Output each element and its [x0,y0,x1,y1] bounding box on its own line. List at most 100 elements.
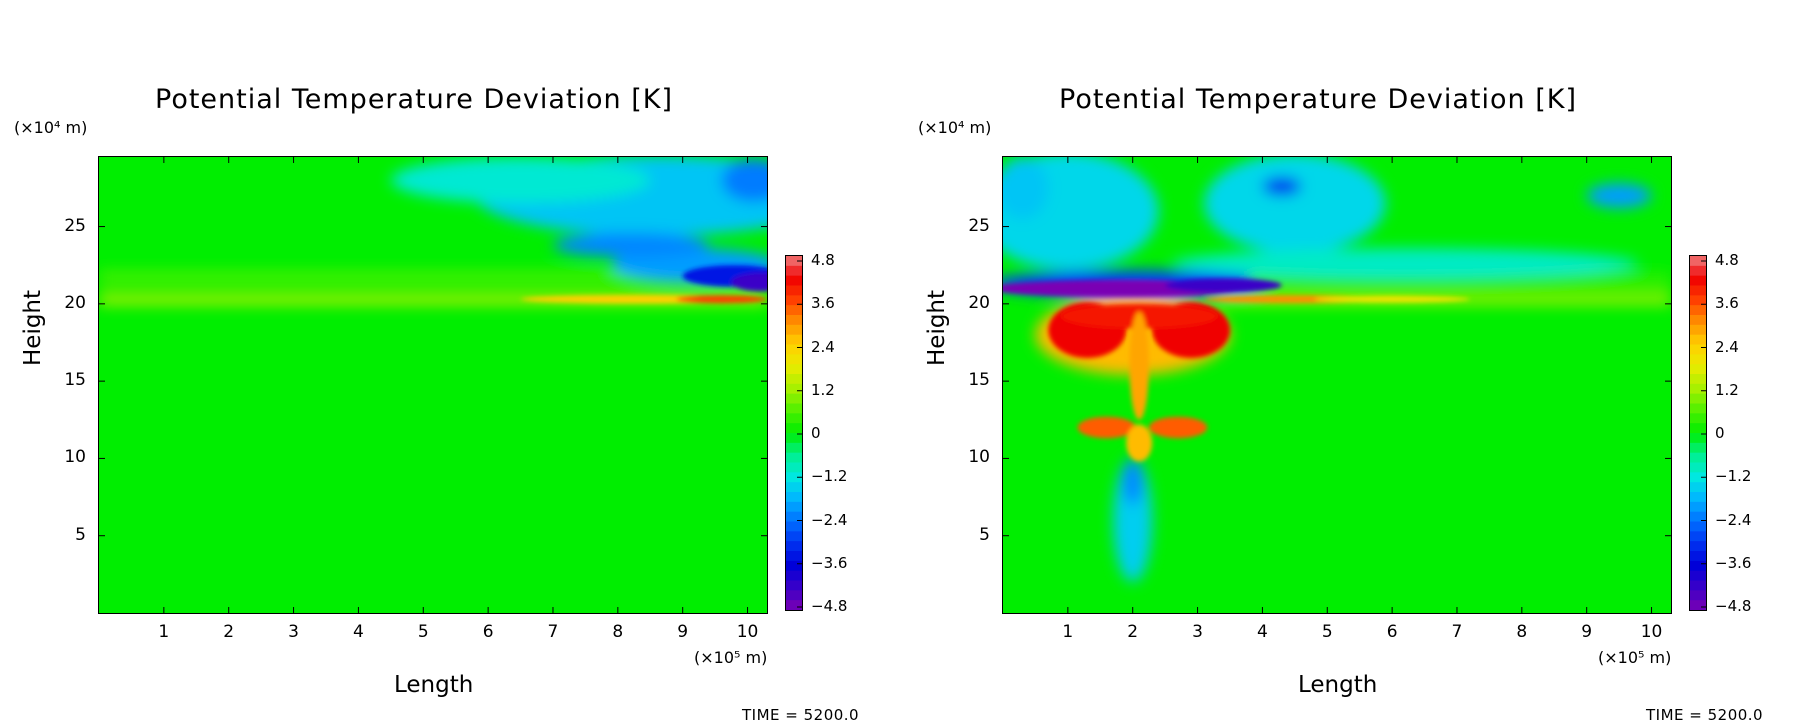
colorbar-swatch [1690,551,1706,562]
left-panel: Potential Temperature Deviation [K] (×10… [14,84,860,724]
colorbar-swatch [786,315,802,326]
colorbar-swatch [786,354,802,365]
heatmap-plot-left [98,156,768,614]
x-tick-label: 6 [1386,622,1398,642]
y-unit-label: (×10⁴ m) [14,118,88,137]
y-tick-label: 5 [75,524,86,545]
y-tick-label: 25 [64,215,86,236]
colorbar-swatch [786,334,802,345]
x-tick-label: 10 [1640,622,1663,642]
x-tick-label: 9 [677,622,689,642]
colorbar [785,255,803,611]
chart-title: Potential Temperature Deviation [K] [1059,84,1577,115]
colorbar-swatch [786,423,802,434]
colorbar-swatch [786,324,802,336]
colorbar-swatch [1690,452,1706,463]
x-tick-label: 2 [223,622,235,642]
colorbar-swatch [1690,501,1706,513]
cold-region-west [390,157,651,204]
heatmap-right [1003,157,1671,613]
colorbar-swatch [786,472,802,483]
x-tick-label: 1 [158,622,170,642]
colorbar-swatch [786,256,802,267]
cold-wing-edge [1003,157,1049,219]
colorbar-tick-label: −1.2 [811,467,848,486]
colorbar-swatch [786,570,802,581]
time-annotation: TIME = 5200.0 [742,706,860,724]
x-axis-label: Length [1298,672,1378,698]
colorbar-swatch [1690,482,1706,493]
y-unit-label: (×10⁴ m) [918,118,992,137]
colorbar-swatch [1690,531,1706,542]
colorbar-swatch [786,413,802,424]
colorbar-swatch [1690,374,1706,385]
x-unit-label: (×10⁵ m) [1598,648,1672,667]
y-axis-label: Height [924,289,950,366]
colorbar-swatch [1690,570,1706,581]
warm-layer-peak [676,295,767,304]
y-tick-label: 10 [64,447,86,468]
warm-blob-center [1126,424,1153,462]
colorbar-swatch [786,433,802,444]
colorbar [1689,255,1707,611]
colorbar-swatch [1690,344,1706,355]
mushroom-stem [1129,311,1149,420]
colorbar-swatch [786,393,802,404]
colorbar-swatch [786,560,802,572]
colorbar-swatch [1690,354,1706,365]
colorbar-swatch [1690,393,1706,404]
x-tick-label: 8 [612,622,624,642]
colorbar-swatch [1690,590,1706,601]
colorbar-tick-label: 3.6 [811,294,835,313]
colorbar-swatch [786,295,802,306]
x-tick-label: 4 [352,622,364,642]
colorbar-swatch [786,551,802,562]
colorbar-swatch [786,541,802,552]
colorbar-swatch [1690,413,1706,424]
colorbar-swatch [1690,334,1706,345]
warm-blob-right [1148,416,1208,439]
colorbar-swatch [786,452,802,463]
colorbar-swatch [1690,521,1706,532]
colorbar-swatch [1690,256,1706,267]
colorbar-swatch [1690,580,1706,591]
y-tick-label: 15 [968,370,990,391]
y-axis-label: Height [20,289,46,366]
colorbar-swatch [1690,324,1706,336]
colorbar-swatch [1690,472,1706,483]
x-tick-label: 5 [1321,622,1333,642]
colorbar-swatch [1690,364,1706,375]
colorbar-tick-label: 1.2 [811,380,835,399]
colorbar-tick-label: 2.4 [1715,337,1739,356]
colorbar-swatch [1690,305,1706,316]
right-panel: Potential Temperature Deviation [K] (×10… [904,0,1808,724]
x-tick-label: 1 [1062,622,1074,642]
cold-spot-1 [1262,177,1302,196]
y-tick-label: 10 [968,447,990,468]
warm-blob-left [1077,416,1136,439]
colorbar-tick-label: 3.6 [1715,294,1739,313]
colorbar-tick-label: 4.8 [811,251,835,269]
colorbar-swatch [786,285,802,296]
cold-spot-2 [1586,183,1652,209]
colorbar-swatch [786,305,802,316]
colorbar-swatch [786,374,802,385]
colorbar-swatch [1690,511,1706,522]
x-tick-label: 5 [417,622,429,642]
x-tick-label: 9 [1581,622,1593,642]
colorbar-swatch [786,462,802,473]
colorbar-swatch [1690,462,1706,473]
chart-title: Potential Temperature Deviation [K] [155,84,673,115]
cold-plume [1113,458,1153,583]
colorbar-tick-label: 0 [811,424,821,442]
cold-plume-core [1122,458,1143,505]
colorbar-swatch [786,492,802,503]
colorbar-swatch [786,501,802,513]
colorbar-tick-label: −1.2 [1715,467,1752,486]
colorbar-swatch [1690,492,1706,503]
colorbar-swatch [1690,315,1706,326]
upper-layer [99,269,767,286]
colorbar-swatch [1690,541,1706,552]
colorbar-swatch [1690,600,1706,610]
y-tick-label: 20 [968,292,990,313]
